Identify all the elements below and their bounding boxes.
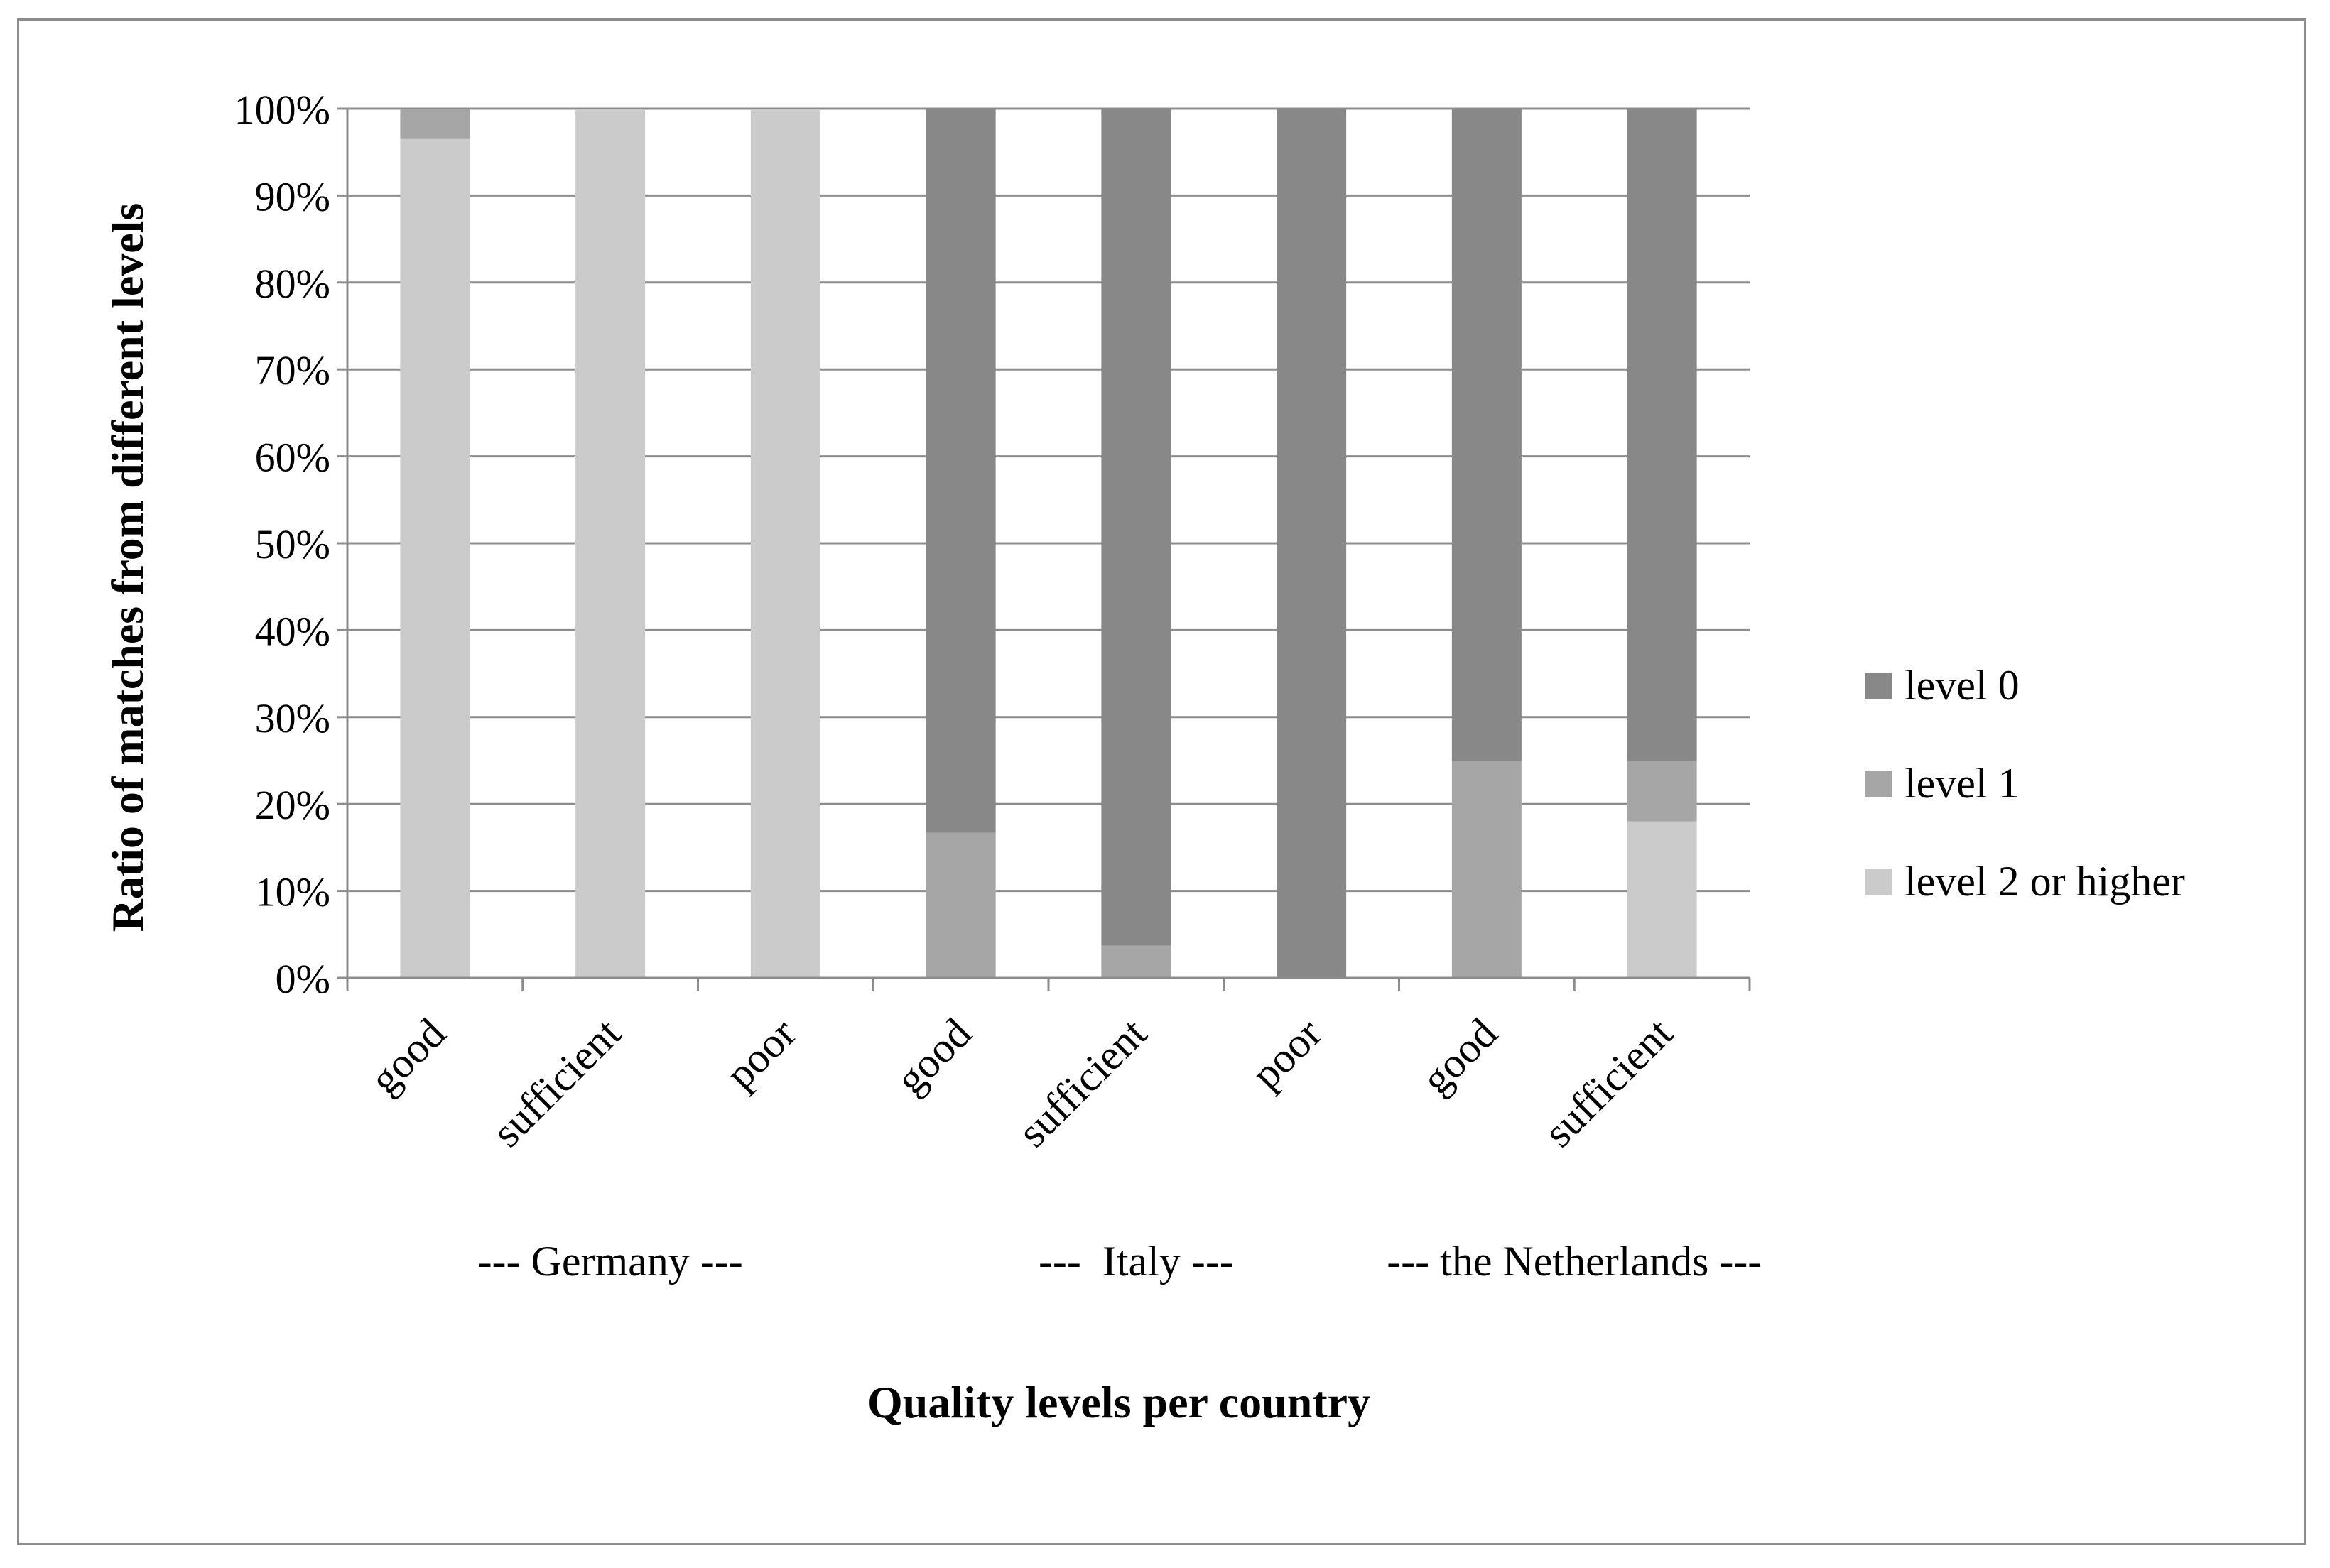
group-label: --- Italy --- — [1039, 1238, 1234, 1285]
group-labels: --- Germany --- --- Italy --- --- the Neth… — [478, 1238, 1762, 1285]
y-tick-label: 40% — [255, 608, 330, 654]
legend-swatch — [1865, 771, 1892, 797]
y-axis-title: Ratio of matches from different levels — [102, 203, 153, 932]
bar-segment-level-1 — [1627, 761, 1697, 822]
bar-segment-level-0 — [926, 109, 996, 833]
legend-label: level 0 — [1904, 662, 2020, 709]
bar-segment-level-0 — [1101, 109, 1171, 946]
group-label: --- the Netherlands --- — [1387, 1238, 1762, 1285]
stacked-bar-chart: 0%10%20%30%40%50%60%70%80%90%100% good su… — [102, 87, 2185, 1427]
bar-segment-level-1 — [1451, 761, 1522, 978]
bar-segment-level-0 — [1627, 109, 1697, 761]
y-tick-label: 90% — [255, 173, 330, 219]
y-tick-label: 10% — [255, 869, 330, 915]
x-tick-label: poor — [1242, 1010, 1331, 1098]
group-label: --- Germany --- — [478, 1238, 743, 1285]
x-tick-label: sufficient — [1009, 1009, 1155, 1155]
axes — [337, 107, 1751, 991]
y-tick-label: 70% — [255, 347, 330, 393]
x-tick-label: good — [887, 1010, 980, 1104]
x-tick-label: good — [1413, 1010, 1507, 1104]
x-tick-label: sufficient — [1535, 1009, 1681, 1155]
bar-segment-level-1 — [1101, 945, 1171, 978]
bar-segment-level-2-or-higher — [400, 138, 470, 979]
legend-label: level 2 or higher — [1904, 858, 2185, 905]
bar-segment-level-0 — [1277, 109, 1347, 978]
bar-segment-level-2-or-higher — [575, 109, 646, 978]
y-tick-label: 60% — [255, 435, 330, 481]
bar-segment-level-2-or-higher — [1627, 821, 1697, 978]
y-tick-labels: 0% 10% 20% 30% 40% 50% 60% 70% 80% 90% 100% — [234, 87, 330, 1002]
y-tick-label: 30% — [255, 695, 330, 741]
gridlines — [347, 107, 1750, 893]
y-tick-label: 20% — [255, 782, 330, 828]
chart-frame: 0% 10% 20% 30% 40% 50% 60% 70% 80% 90% 100% good su… — [17, 18, 2306, 1545]
bar-segment-level-0 — [1451, 109, 1522, 761]
bars — [400, 109, 1697, 979]
x-tick-label: sufficient — [483, 1009, 629, 1155]
y-tick-label: 50% — [255, 521, 330, 567]
y-tick-label: 100% — [234, 87, 330, 133]
bar-segment-level-1 — [400, 109, 470, 139]
legend-swatch — [1865, 869, 1892, 895]
x-tick-label: poor — [717, 1010, 805, 1098]
legend: level 0 level 1 level 2 or higher — [1865, 662, 2185, 905]
bar-segment-level-1 — [926, 832, 996, 978]
x-axis-title: Quality levels per country — [867, 1377, 1370, 1427]
x-tick-labels: good sufficient poor good sufficient poor good… — [361, 1009, 1681, 1155]
y-tick-label: 80% — [255, 261, 330, 307]
legend-swatch — [1865, 673, 1892, 699]
legend-label: level 1 — [1904, 760, 2020, 807]
bar-segment-level-2-or-higher — [750, 109, 820, 978]
y-tick-label: 0% — [276, 956, 330, 1002]
x-tick-label: good — [361, 1010, 455, 1104]
